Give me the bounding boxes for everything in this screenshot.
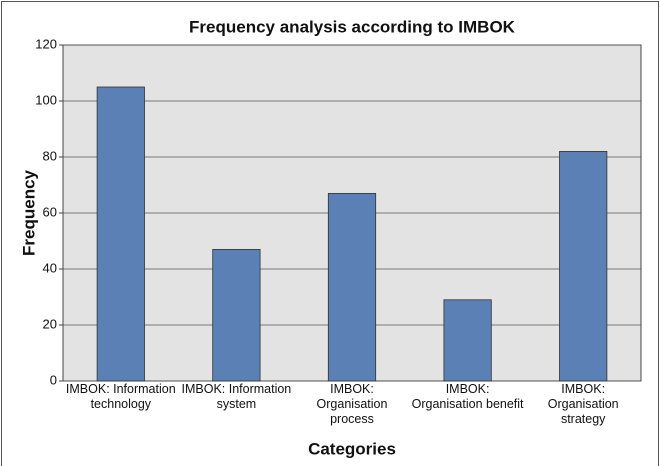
y-tick-label: 100 [35,92,57,107]
x-tick-label: IMBOK: Information system [181,382,292,411]
y-tick-label: 20 [43,316,57,331]
y-axis-label: Frequency [19,169,38,256]
bar [96,86,145,382]
bar [443,299,492,382]
bar [559,150,608,382]
y-tick-label: 120 [35,36,57,51]
y-tick-label: 0 [50,372,57,387]
y-tick-label: 40 [43,260,57,275]
bar [212,248,261,382]
bar [327,192,377,382]
y-tick-label: 80 [43,148,57,163]
x-tick-label: IMBOK: Organisation benefit [411,382,524,411]
x-tick-label: IMBOK: Organisation strategy [547,382,619,426]
x-tick-label: IMBOK: Information technology [65,382,176,411]
y-tick-label: 60 [43,204,57,219]
x-tick-label: IMBOK: Organisation process [316,382,388,426]
x-axis-label: Categories [308,439,396,458]
chart-title: Frequency analysis according to IMBOK [189,17,516,36]
